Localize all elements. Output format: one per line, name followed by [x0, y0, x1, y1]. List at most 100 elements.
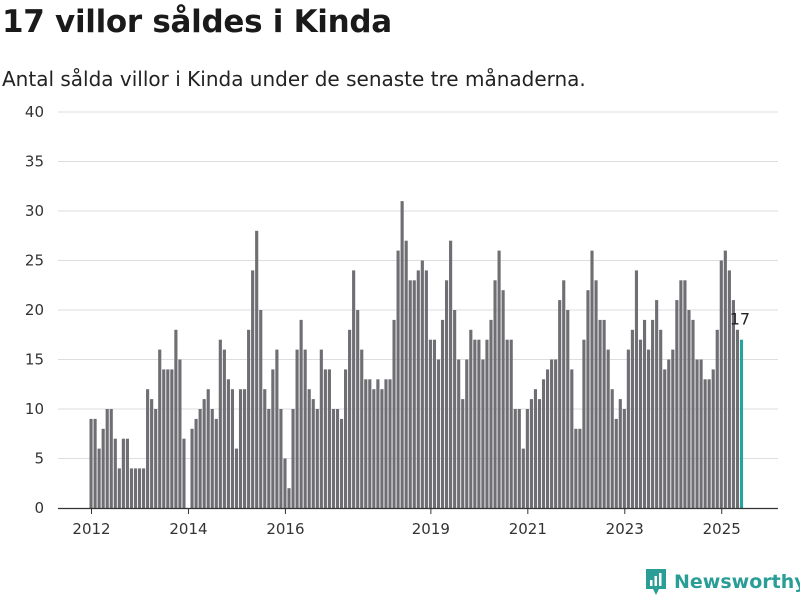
bar — [541, 379, 546, 508]
y-tick-label: 10 — [25, 400, 44, 418]
bar — [594, 280, 598, 508]
bar — [618, 399, 622, 508]
bar — [210, 409, 214, 508]
y-tick-label: 20 — [25, 301, 44, 319]
bar — [259, 310, 263, 508]
last-value-label: 17 — [730, 310, 750, 329]
bar — [614, 418, 618, 508]
bar — [715, 329, 719, 508]
bar — [97, 448, 101, 508]
bar — [731, 300, 735, 508]
bar — [481, 359, 485, 508]
bar — [723, 250, 727, 508]
bar — [206, 389, 210, 508]
bar — [445, 280, 449, 508]
y-tick-label: 40 — [25, 103, 44, 121]
bar — [372, 389, 376, 508]
bar — [469, 329, 473, 508]
bar — [105, 409, 109, 508]
bar — [663, 369, 667, 508]
bar — [562, 280, 566, 508]
bar — [174, 329, 178, 508]
bar — [400, 201, 404, 508]
bar — [679, 280, 683, 508]
bar — [380, 389, 384, 508]
bar — [230, 389, 235, 508]
x-tick-label: 2023 — [606, 520, 644, 538]
x-tick-label: 2016 — [266, 520, 304, 538]
bar — [651, 319, 655, 508]
bar — [133, 468, 138, 508]
bar — [339, 418, 344, 508]
y-tick-label: 35 — [25, 153, 44, 171]
bar — [449, 240, 453, 508]
bar — [513, 409, 517, 508]
bar — [142, 468, 146, 508]
x-tick-label: 2019 — [412, 520, 450, 538]
bar — [638, 339, 643, 508]
bar — [566, 310, 570, 508]
bar — [529, 399, 533, 508]
bar — [493, 280, 497, 508]
bar — [331, 409, 336, 508]
bar — [364, 379, 368, 508]
bar — [695, 359, 699, 508]
bar — [509, 339, 513, 508]
bars — [89, 201, 744, 509]
bar — [226, 379, 230, 508]
chart-subtitle: Antal sålda villor i Kinda under de sena… — [2, 67, 586, 91]
bar — [356, 310, 360, 508]
bar — [255, 230, 259, 509]
bar — [396, 250, 400, 508]
bar — [590, 250, 594, 508]
x-tick-label: 2025 — [703, 520, 741, 538]
x-tick-label: 2021 — [509, 520, 547, 538]
bar — [440, 319, 445, 508]
bar — [485, 339, 489, 508]
bar — [554, 359, 558, 508]
bar — [675, 300, 679, 508]
bar — [505, 339, 509, 508]
bar — [517, 409, 521, 508]
bar — [739, 339, 744, 508]
bar — [735, 329, 740, 508]
bar — [586, 290, 590, 508]
bar — [453, 310, 457, 508]
bar — [121, 438, 125, 508]
bar — [537, 399, 542, 508]
x-tick-label: 2012 — [72, 520, 110, 538]
bar — [489, 319, 493, 508]
bar — [150, 399, 154, 508]
bar — [368, 379, 372, 508]
bar — [303, 349, 307, 508]
bar — [578, 428, 582, 508]
bar — [428, 339, 432, 508]
bar — [125, 438, 129, 508]
bar — [170, 369, 174, 508]
bar — [113, 438, 117, 508]
bar — [376, 379, 380, 508]
bar — [154, 409, 158, 508]
y-tick-label: 30 — [25, 202, 44, 220]
bar — [655, 300, 659, 508]
bar — [202, 399, 206, 508]
bar — [521, 448, 525, 508]
bar — [497, 250, 501, 508]
bar — [420, 260, 424, 508]
bar — [335, 409, 340, 508]
bar — [214, 418, 218, 508]
bar — [307, 389, 311, 508]
bar — [279, 409, 283, 508]
bar — [602, 319, 606, 508]
bar — [610, 389, 614, 508]
bar — [719, 260, 723, 508]
bar — [687, 310, 691, 508]
bar — [109, 409, 113, 508]
bar — [416, 270, 420, 508]
bar — [311, 399, 315, 508]
bar — [384, 379, 388, 508]
bar — [166, 369, 170, 508]
bar — [699, 359, 703, 508]
bar — [323, 369, 327, 508]
bar — [707, 379, 711, 508]
